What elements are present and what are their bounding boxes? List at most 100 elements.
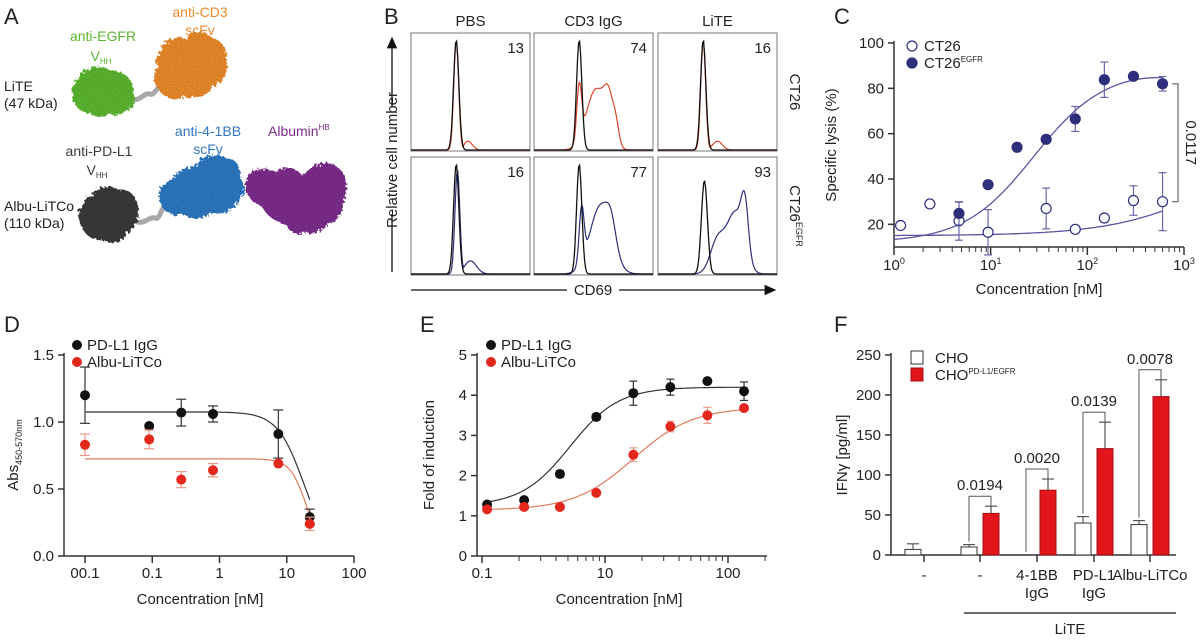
control-histogram	[411, 163, 530, 275]
x-tick-label: 102	[1076, 256, 1098, 274]
x-tick-base: 10	[883, 257, 900, 274]
control-histogram	[534, 163, 653, 275]
row-label-text: CT26	[786, 74, 803, 111]
control-histogram	[411, 39, 530, 151]
data-point	[1098, 74, 1110, 86]
legend-superscript: EGFR	[961, 55, 983, 64]
x-axis-label: Concentration [nM]	[137, 591, 264, 608]
data-point	[953, 207, 965, 220]
fit-curve	[487, 409, 745, 510]
y-axis-label-main: Abs	[5, 465, 22, 491]
column-header: PBS	[455, 13, 485, 30]
y-tick-label: 4	[459, 387, 467, 404]
y-tick-label: 200	[856, 387, 881, 404]
domain-label-albumin: AlbuminHB	[268, 123, 330, 139]
panel-label-a: A	[4, 4, 19, 29]
legend-label: CT26EGFR	[924, 55, 983, 72]
data-point	[982, 226, 994, 238]
bar	[982, 512, 1000, 556]
x-tick-exponent: 0	[900, 256, 905, 266]
protein-anti-4-1bb-scfv	[158, 155, 245, 219]
percent-positive-label: 16	[754, 40, 771, 57]
significance-bracket	[1138, 369, 1162, 518]
p-value-label: 0.0020	[1014, 450, 1060, 467]
group-label: LiTE	[1055, 621, 1086, 638]
x-tick-label: 103	[1173, 256, 1195, 274]
histogram-frame	[533, 156, 654, 276]
data-point	[665, 421, 676, 432]
data-point	[144, 421, 155, 432]
legend-label: Albu-LiTCo	[501, 354, 576, 371]
legend-label: Albu-LiTCo	[87, 354, 162, 371]
vhh-prefix: V	[91, 48, 101, 64]
data-point	[1127, 70, 1140, 82]
data-point	[591, 411, 602, 422]
y-tick-label: 100	[859, 35, 884, 52]
panel-label-f: F	[834, 312, 847, 337]
panel-c: C Specific lysis (%) Concentration [nM] …	[823, 4, 1199, 298]
data-point	[1127, 194, 1140, 207]
data-point	[1040, 133, 1052, 145]
legend-marker	[486, 357, 496, 367]
y-tick-label: 250	[856, 347, 881, 364]
legend-label: PD-L1 IgG	[501, 337, 572, 354]
data-point	[554, 468, 565, 479]
row-label: CT26EGFR	[786, 185, 804, 247]
albumin-text: Albumin	[268, 123, 319, 139]
panel-d: D Abs450-570nm Concentration [nM] 0.0 0.5…	[4, 312, 367, 608]
y-tick-label: 60	[867, 126, 884, 143]
vhh-prefix: V	[87, 162, 97, 178]
histogram-frame	[657, 32, 778, 152]
p-value-label: 0.0117	[1182, 120, 1199, 165]
percent-positive-label: 77	[630, 164, 647, 181]
bar	[1074, 522, 1092, 556]
legend-marker	[486, 340, 496, 350]
domain-label-anti-egfr: anti-EGFR	[70, 28, 136, 44]
x-axis-label-backdrop	[567, 280, 619, 298]
legend-text: CT26	[924, 55, 961, 72]
legend-marker	[906, 40, 918, 52]
protein-albumin-hb	[245, 162, 347, 234]
bar	[1039, 489, 1057, 556]
x-axis-label: CD69	[574, 282, 612, 299]
y-tick-label: 40	[867, 171, 884, 188]
construct-name-lite: LiTE	[4, 78, 33, 94]
linker-albu-litco	[134, 203, 168, 225]
data-point	[702, 410, 713, 421]
panel-label-e: E	[420, 312, 435, 337]
y-axis-label-backdrop	[383, 106, 401, 214]
percent-positive-label: 16	[507, 164, 524, 181]
panel-label-b: B	[384, 4, 399, 29]
data-point	[519, 495, 530, 506]
y-axis-label: IFNγ [pg/ml]	[834, 415, 851, 496]
y-tick-label: 0.5	[33, 481, 54, 498]
domain-label-anti-pdl1-vhh: VHH	[87, 162, 108, 180]
data-point	[519, 501, 530, 512]
panel-b: B Relative cell number CD69 PBS CD3 IgG Li…	[383, 4, 804, 299]
data-point	[207, 408, 218, 419]
legend-text: CHO	[935, 367, 968, 384]
percent-positive-label: 13	[507, 40, 524, 57]
x-tick-label: 10	[597, 565, 614, 582]
fit-curve	[893, 76, 1163, 241]
vhh-subscript: HH	[100, 57, 112, 66]
column-header: LiTE	[702, 13, 733, 30]
x-tick-label: 00.1	[70, 565, 99, 582]
bar	[960, 546, 978, 556]
x-tick-label: 101	[980, 256, 1002, 274]
data-point	[176, 474, 187, 485]
y-tick-label: 2	[459, 468, 467, 485]
x-tick-base: 10	[1173, 257, 1190, 274]
p-value-label: 0.0194	[957, 477, 1003, 494]
data-point	[1156, 196, 1169, 208]
data-point	[1098, 212, 1110, 224]
panel-label-d: D	[4, 312, 20, 337]
data-point	[628, 449, 639, 460]
data-point	[144, 434, 155, 445]
category-label-line1: Albu-LiTCo	[1112, 567, 1187, 584]
category-label-line1: PD-L1	[1073, 567, 1116, 584]
x-axis-label: Concentration [nM]	[976, 281, 1103, 298]
y-tick-label: 0	[873, 547, 881, 564]
data-point	[739, 386, 750, 397]
